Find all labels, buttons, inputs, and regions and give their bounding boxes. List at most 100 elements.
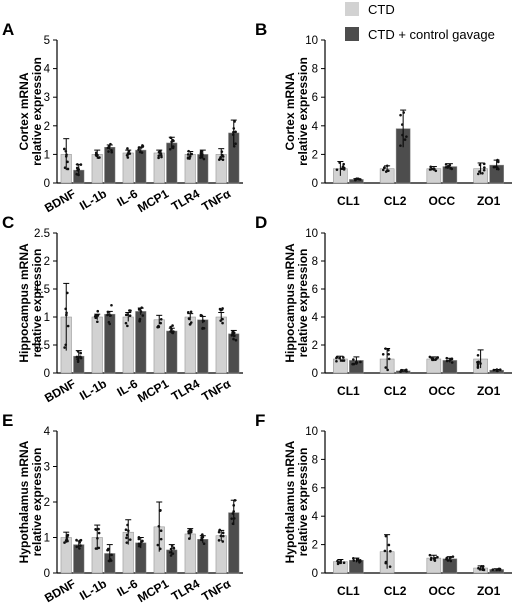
x-tick-label: BDNF — [42, 186, 78, 215]
sample-dot — [495, 368, 499, 371]
sample-dot — [76, 360, 80, 364]
y-tick-label: 4 — [44, 426, 51, 438]
sample-dot — [64, 307, 68, 311]
sample-dot — [124, 528, 128, 531]
y-axis-label: Cortex mRNArelative expression — [283, 57, 310, 166]
sample-dot — [187, 317, 191, 321]
sample-dot — [106, 310, 110, 314]
y-tick-label: 4 — [312, 312, 319, 324]
x-tick-label: CL2 — [384, 384, 407, 398]
sample-dot — [358, 559, 362, 562]
sample-dot — [125, 533, 129, 537]
sample-dot — [124, 321, 128, 325]
sample-dot — [137, 542, 141, 546]
y-axis-label-line: relative expression — [30, 249, 44, 358]
sample-dot — [190, 152, 194, 156]
sample-dot — [335, 359, 338, 363]
sample-dot — [448, 556, 452, 559]
sample-dot — [234, 142, 237, 146]
x-tick-label: CL1 — [337, 384, 360, 398]
sample-dot — [66, 160, 69, 164]
sample-dot — [451, 555, 455, 558]
sample-dot — [217, 539, 221, 542]
sample-dot — [139, 310, 143, 313]
sample-dot — [75, 355, 79, 359]
sample-dot — [137, 146, 141, 149]
sample-dot — [381, 168, 385, 172]
sample-dot — [140, 540, 143, 544]
y-tick-label: 1.5 — [34, 284, 50, 296]
sample-dot — [405, 135, 408, 138]
bar — [91, 316, 103, 374]
sample-dot — [482, 168, 486, 172]
sample-dot — [356, 177, 360, 181]
sample-dot — [495, 568, 499, 572]
sample-dot — [335, 168, 339, 171]
sample-dot — [168, 551, 172, 554]
sample-dot — [230, 517, 234, 520]
sample-dot — [234, 130, 237, 134]
sample-dot — [496, 158, 499, 162]
sample-dot — [141, 144, 144, 147]
sample-dot — [169, 554, 173, 557]
y-tick-label: 1 — [44, 149, 50, 161]
sample-dot — [336, 559, 339, 563]
sample-dot — [63, 346, 66, 349]
sample-dot — [63, 147, 66, 151]
bar — [215, 535, 227, 574]
y-tick-label: 4 — [44, 64, 51, 76]
sample-dot — [342, 356, 345, 359]
sample-dot — [189, 321, 193, 324]
sample-dot — [340, 359, 344, 362]
sample-dot — [491, 568, 495, 571]
sample-dot — [202, 157, 206, 161]
bar — [166, 142, 178, 184]
y-axis-label: Cortex mRNArelative expression — [17, 57, 44, 166]
sample-dot — [481, 172, 484, 175]
sample-dot — [109, 314, 112, 317]
sample-dot — [384, 170, 388, 173]
sample-dot — [64, 155, 68, 158]
sample-dot — [220, 150, 224, 153]
sample-dot — [444, 163, 448, 166]
sample-dot — [383, 166, 386, 169]
x-tick-label: CL2 — [384, 584, 407, 598]
y-axis-label-line: Cortex mRNA — [283, 72, 297, 150]
sample-dot — [128, 538, 132, 541]
y-tick-label: 8 — [312, 64, 318, 76]
y-tick-label: 8 — [312, 454, 318, 466]
bar — [166, 330, 178, 374]
sample-dot — [107, 320, 111, 324]
sample-dot — [96, 309, 100, 313]
sample-dot — [338, 356, 341, 360]
sample-dot — [110, 150, 114, 154]
sample-dot — [219, 157, 222, 160]
y-tick-label: 2.5 — [34, 228, 50, 240]
sample-dot — [157, 156, 160, 160]
sample-dot — [430, 167, 433, 171]
sample-dot — [159, 529, 163, 533]
sample-dot — [159, 152, 163, 155]
sample-dot — [126, 147, 129, 150]
sample-dot — [338, 161, 341, 164]
bar — [104, 147, 116, 184]
sample-dot — [449, 559, 453, 563]
sample-dot — [97, 527, 100, 531]
sample-dot — [79, 356, 83, 360]
sample-dot — [384, 366, 388, 369]
sample-dot — [66, 324, 70, 328]
sample-dot — [476, 366, 480, 369]
y-axis-label-line: relative expression — [30, 448, 44, 557]
legend-swatch-control-gavage — [345, 27, 359, 41]
sample-dot — [188, 323, 192, 326]
sample-dot — [358, 560, 361, 564]
sample-dot — [172, 139, 175, 143]
sample-dot — [478, 170, 481, 173]
y-tick-label: 2 — [312, 540, 318, 552]
sample-dot — [127, 149, 131, 153]
sample-dot — [94, 314, 98, 318]
